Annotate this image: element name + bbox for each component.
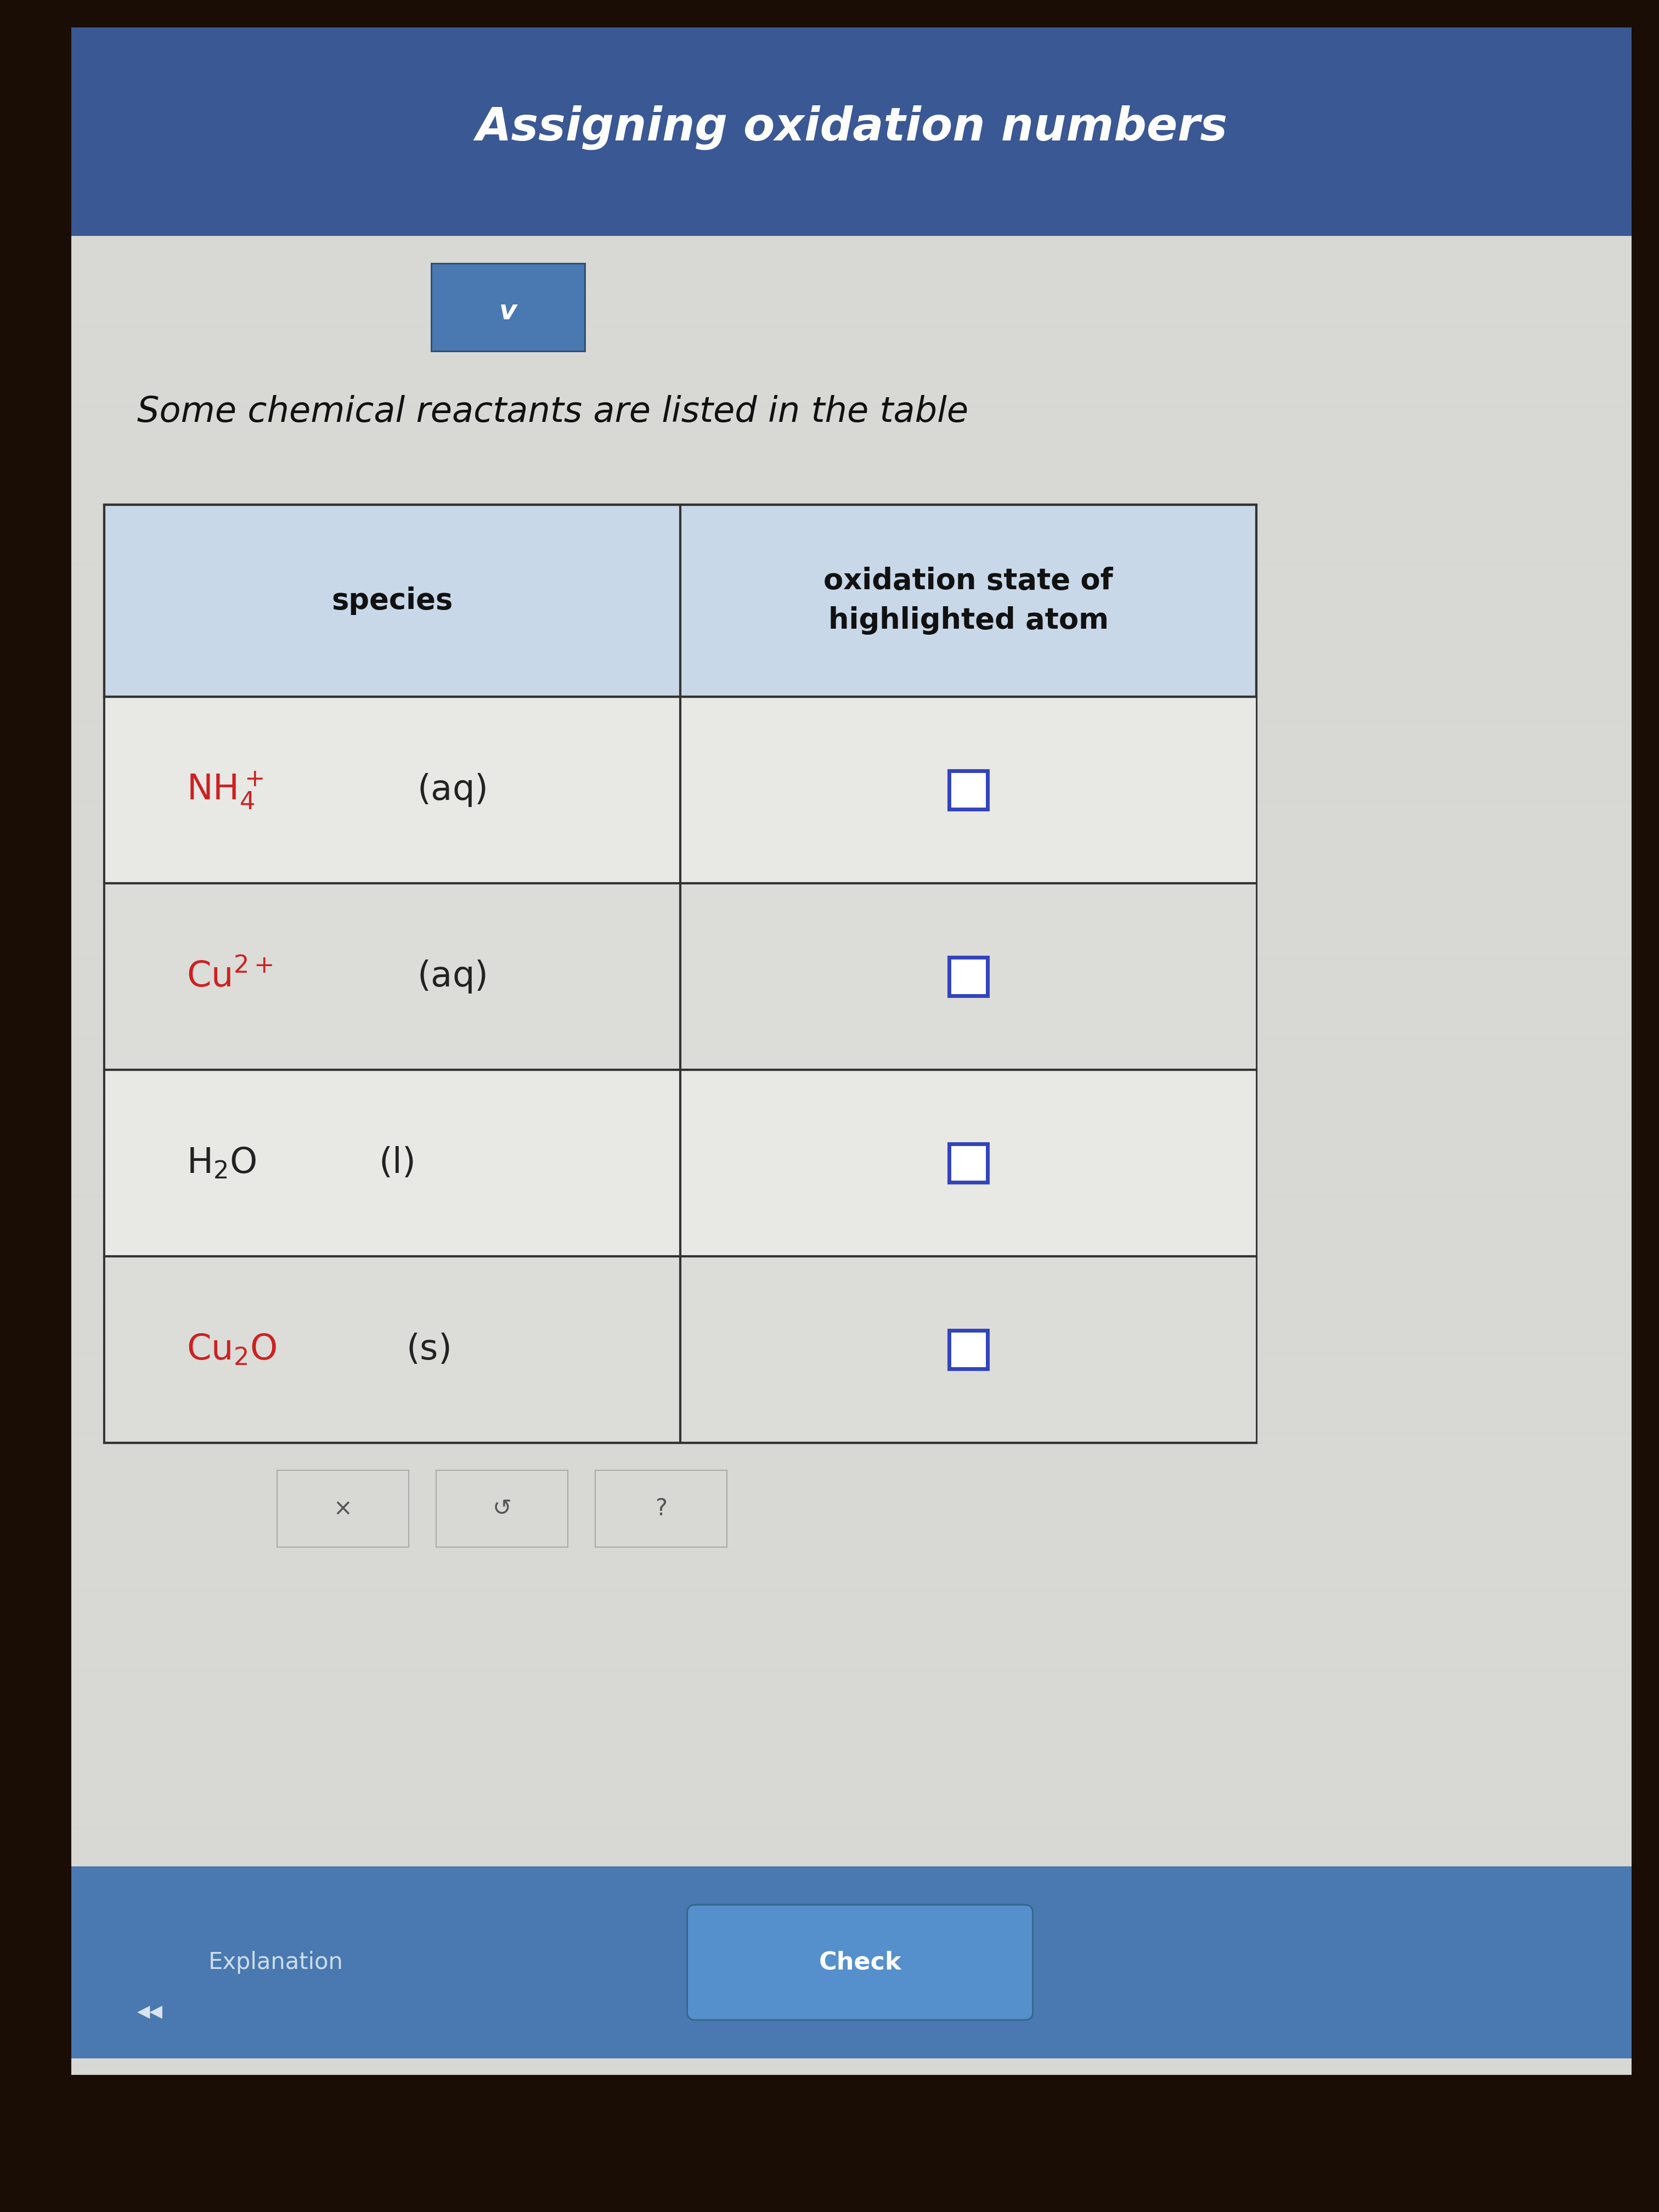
Bar <box>949 770 987 810</box>
Text: ?: ? <box>655 1498 667 1520</box>
Bar <box>949 1144 987 1181</box>
Bar <box>436 1471 567 1546</box>
Bar <box>596 1471 727 1546</box>
Bar <box>277 1471 408 1546</box>
Text: oxidation state of
highlighted atom: oxidation state of highlighted atom <box>823 566 1113 635</box>
Bar <box>105 883 1256 1071</box>
Text: $\mathrm{(aq)}$: $\mathrm{(aq)}$ <box>416 772 486 807</box>
Bar <box>949 958 987 995</box>
Bar <box>105 504 1256 1442</box>
Bar <box>105 1071 1256 1256</box>
Text: ↺: ↺ <box>493 1498 511 1520</box>
Bar <box>105 1256 1256 1442</box>
Bar <box>105 697 1256 883</box>
Bar <box>71 1867 1631 2059</box>
Text: $\mathrm{Cu^{2+}}$: $\mathrm{Cu^{2+}}$ <box>186 960 274 993</box>
Text: Explanation: Explanation <box>209 1951 343 1973</box>
Text: Check: Check <box>818 1951 901 1973</box>
Bar <box>431 263 586 352</box>
Text: ×: × <box>333 1498 352 1520</box>
Text: Some chemical reactants are listed in the table: Some chemical reactants are listed in th… <box>138 396 969 429</box>
Text: $\mathrm{NH_4^+}$: $\mathrm{NH_4^+}$ <box>186 770 264 810</box>
Text: $\mathrm{(aq)}$: $\mathrm{(aq)}$ <box>416 958 486 995</box>
Text: $\mathrm{Cu_2O}$: $\mathrm{Cu_2O}$ <box>186 1332 277 1367</box>
Text: $\mathrm{(s)}$: $\mathrm{(s)}$ <box>406 1332 450 1367</box>
Text: ◀◀: ◀◀ <box>138 2004 163 2020</box>
Bar <box>105 504 1256 697</box>
Bar <box>949 1329 987 1369</box>
Text: $\mathrm{H_2O}$: $\mathrm{H_2O}$ <box>186 1146 257 1181</box>
Text: species: species <box>332 586 453 615</box>
Text: Assigning oxidation numbers: Assigning oxidation numbers <box>476 106 1228 150</box>
FancyBboxPatch shape <box>687 1905 1034 2020</box>
Bar <box>71 27 1631 237</box>
Text: v: v <box>499 299 518 325</box>
Text: $\mathrm{(l)}$: $\mathrm{(l)}$ <box>378 1146 413 1179</box>
